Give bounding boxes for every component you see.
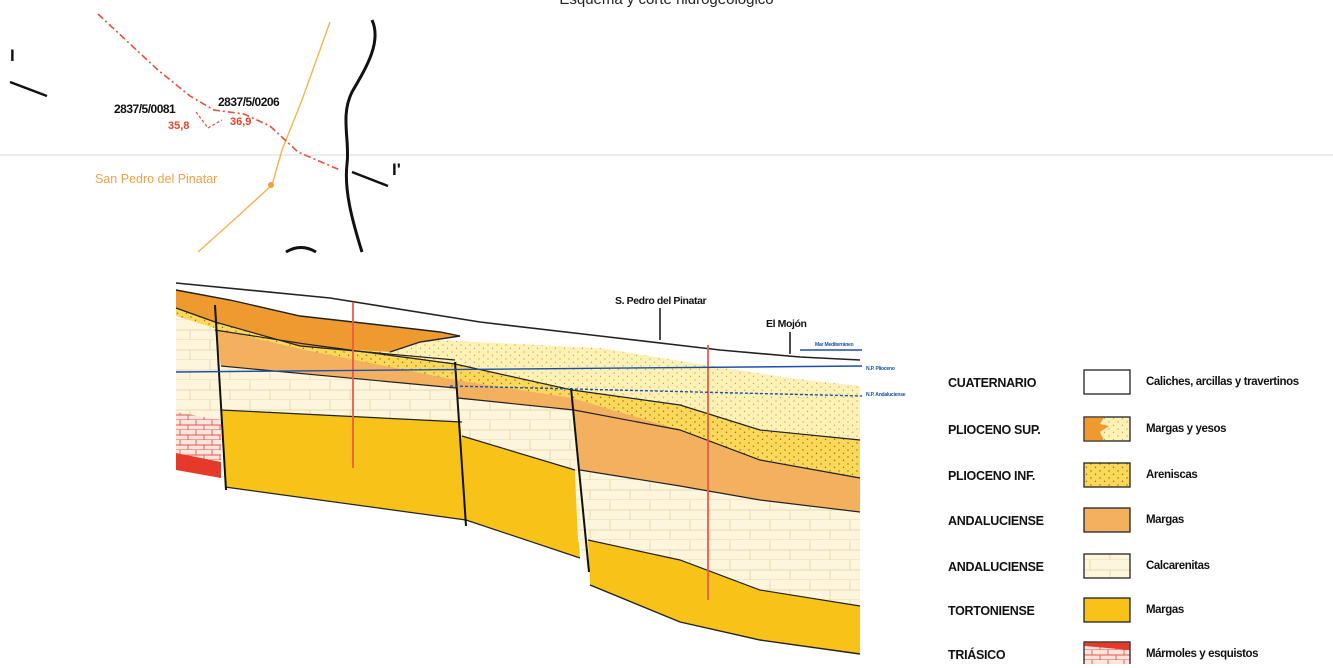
well-id-2: 2837/5/0206 bbox=[218, 95, 280, 109]
legend-age: TRIÁSICO bbox=[948, 648, 1006, 662]
layer-tortoniense-2 bbox=[221, 410, 466, 520]
legend-swatches bbox=[1083, 369, 1131, 664]
layer-tortoniense-3 bbox=[462, 436, 580, 558]
legend-row: TORTONIENSE Margas bbox=[948, 598, 1333, 624]
contact-line-5 bbox=[220, 409, 861, 513]
fault-3 bbox=[570, 387, 590, 573]
well-value-2: 36,9 bbox=[230, 116, 252, 128]
legend-row: CUATERNARIO Caliches, arcillas y travert… bbox=[948, 370, 1333, 396]
legend-row: PLIOCENO SUP. Margas y yesos bbox=[948, 417, 1333, 443]
contact-line-2 bbox=[175, 307, 456, 361]
cross-section bbox=[175, 282, 863, 655]
town-label: San Pedro del Pinatar bbox=[95, 172, 218, 186]
water-level-plioceno bbox=[175, 365, 863, 373]
section-end-tick bbox=[351, 170, 389, 188]
legend-age: CUATERNARIO bbox=[948, 376, 1037, 390]
sea-label: Mar Mediterráneo bbox=[815, 342, 854, 348]
legend-description: Caliches, arcillas y travertinos bbox=[1146, 376, 1299, 388]
layer-triasico-red bbox=[176, 453, 221, 478]
legend-age: TORTONIENSE bbox=[948, 604, 1035, 618]
legend-description: Margas y yesos bbox=[1146, 423, 1227, 435]
contact-line-6 bbox=[224, 486, 861, 607]
section-start-tick bbox=[9, 80, 48, 98]
legend-row: TRIÁSICO Mármoles y esquistos bbox=[948, 642, 1333, 668]
well-id-1: 2837/5/0081 bbox=[114, 102, 176, 116]
swatch-andaluciense-margas bbox=[1083, 507, 1131, 533]
fault-2 bbox=[454, 361, 467, 527]
location-map bbox=[0, 13, 1333, 254]
layer-areniscas-light bbox=[300, 340, 860, 440]
layer-cuaternario bbox=[176, 283, 860, 386]
np-andaluciense-label: N.P. Andaluciense bbox=[866, 392, 906, 398]
legend-description: Mármoles y esquistos bbox=[1146, 648, 1259, 660]
fault-1 bbox=[214, 304, 227, 491]
isopiezometric-dash bbox=[195, 111, 223, 129]
swatch-cuaternario bbox=[1083, 369, 1131, 395]
swatch-triasico-red bbox=[1084, 642, 1130, 650]
legend-age: ANDALUCIENSE bbox=[948, 560, 1044, 574]
swatch-plioceno-inf bbox=[1083, 462, 1131, 488]
legend-description: Margas bbox=[1146, 514, 1184, 526]
water-level-andaluciense bbox=[449, 385, 863, 397]
legend-age: ANDALUCIENSE bbox=[948, 514, 1044, 528]
section-trace bbox=[97, 13, 341, 171]
contact-line-1 bbox=[175, 289, 461, 353]
swatch-plioceno-sup-orange bbox=[1084, 417, 1109, 441]
layer-tortoniense-4 bbox=[588, 540, 860, 654]
map-partial-feature bbox=[285, 246, 317, 254]
legend-description: Areniscas bbox=[1146, 469, 1198, 481]
section-start-label: I bbox=[10, 46, 15, 65]
layer-margas-andal-4 bbox=[572, 390, 860, 512]
legend-age: PLIOCENO INF. bbox=[948, 469, 1036, 483]
swatch-andaluciense-calc bbox=[1083, 553, 1131, 579]
well-value-1: 35,8 bbox=[168, 120, 190, 132]
section-place-2: El Mojón bbox=[766, 318, 807, 330]
contact-line-7 bbox=[589, 584, 861, 655]
surface-line bbox=[175, 282, 861, 361]
coastline bbox=[344, 19, 377, 253]
legend-row: PLIOCENO INF. Areniscas bbox=[948, 463, 1333, 489]
legend-row: ANDALUCIENSE Margas bbox=[948, 508, 1333, 534]
legend-description: Margas bbox=[1146, 604, 1184, 616]
section-place-1: S. Pedro del Pinatar bbox=[615, 295, 707, 307]
legend-age: PLIOCENO SUP. bbox=[948, 423, 1041, 437]
figure-title: Esquema y corte hidrogeológico bbox=[0, 0, 1333, 8]
layer-margas-andal-2 bbox=[215, 330, 456, 388]
legend-description: Calcarenitas bbox=[1146, 560, 1210, 572]
np-plioceno-label: N.P. Plioceno bbox=[866, 366, 895, 372]
swatch-tortoniense bbox=[1083, 597, 1131, 623]
road-line bbox=[197, 21, 331, 253]
town-marker bbox=[268, 182, 274, 188]
legend-row: ANDALUCIENSE Calcarenitas bbox=[948, 554, 1333, 580]
layer-calcarenitas-1 bbox=[176, 318, 221, 420]
contact-line-4 bbox=[220, 365, 861, 479]
layer-margas-yesos bbox=[176, 290, 460, 352]
section-end-label: I' bbox=[392, 160, 401, 179]
